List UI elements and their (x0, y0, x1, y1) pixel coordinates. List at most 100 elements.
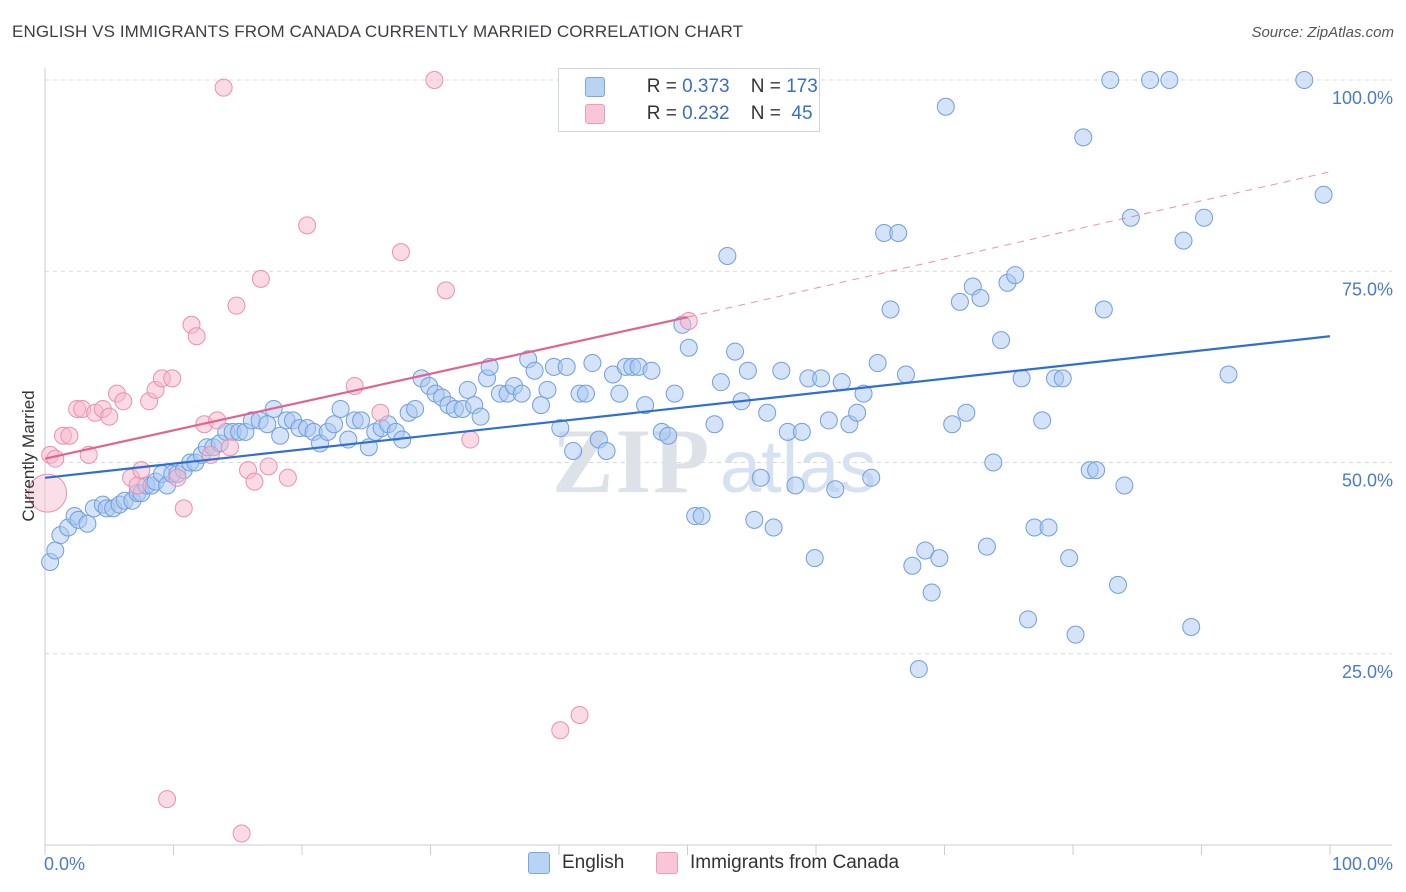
canada-legend-label: Immigrants from Canada (690, 852, 900, 873)
x-tick-label-max: 100.0% (1332, 854, 1393, 874)
canada-trend-extension (687, 171, 1331, 318)
english-point (458, 380, 477, 399)
canada-point (679, 311, 698, 330)
english-point (854, 384, 873, 403)
canada-point (251, 269, 270, 288)
english-point (718, 246, 737, 265)
english-point (992, 331, 1011, 350)
english-point (331, 399, 350, 418)
canada-point (28, 473, 68, 513)
english-point (950, 292, 969, 311)
english-point (610, 384, 629, 403)
english-point (786, 476, 805, 495)
y-tick-labels: 25.0% 50.0% 75.0% 100.0% (1332, 88, 1393, 682)
canada-point (60, 426, 79, 445)
canada-point (551, 721, 570, 740)
english-point (1087, 461, 1106, 480)
english-r-value: 0.373 (682, 76, 730, 97)
english-point (1033, 411, 1052, 430)
english-point (805, 549, 824, 568)
english-point (1066, 625, 1085, 644)
english-point (726, 342, 745, 361)
english-point (642, 361, 661, 380)
english-point (1074, 128, 1093, 147)
english-point (916, 541, 935, 560)
canada-trend-line (44, 316, 688, 460)
canada-point (168, 468, 187, 487)
canada-point (425, 71, 444, 89)
english-legend-swatch (528, 852, 550, 874)
canada-point (461, 430, 480, 449)
english-point (659, 426, 678, 445)
english-point (751, 468, 770, 487)
english-point (764, 518, 783, 537)
canada-point (187, 327, 206, 346)
watermark-zip: ZIP (552, 410, 711, 512)
canada-point (114, 392, 133, 411)
english-point (772, 361, 791, 380)
canada-point (174, 499, 193, 518)
english-point (930, 549, 949, 568)
legend-item-canada[interactable]: Immigrants from Canada (656, 852, 899, 874)
english-point (971, 289, 990, 308)
english-points (41, 71, 1333, 679)
legend-series: English Immigrants from Canada (0, 852, 1406, 878)
canada-point (214, 78, 233, 97)
canada-points (28, 71, 698, 843)
english-point (557, 357, 576, 376)
english-point (525, 361, 544, 380)
canada-point (232, 824, 251, 843)
english-point (1219, 365, 1238, 384)
english-point (538, 380, 557, 399)
english-point (705, 415, 724, 434)
english-swatch (585, 77, 605, 97)
english-point (1012, 369, 1031, 388)
english-point (957, 403, 976, 422)
source-label: Source: ZipAtlas.com (1251, 24, 1394, 41)
english-point (1094, 300, 1113, 319)
legend-stats: R = 0.373 N = 173 R = 0.232 N = 45 (558, 68, 820, 132)
english-point (692, 507, 711, 526)
english-trend-line (44, 335, 1331, 479)
canada-point (391, 243, 410, 262)
canada-point (128, 476, 147, 495)
english-r-label: R = (646, 76, 683, 97)
y-tick-label: 75.0% (1342, 279, 1393, 299)
canada-legend-swatch (656, 852, 678, 874)
watermark: ZIP atlas (552, 410, 876, 512)
english-n-label: N = (750, 76, 787, 97)
canada-point (163, 369, 182, 388)
english-point (1121, 208, 1140, 227)
gridlines (45, 79, 1392, 655)
canada-point (245, 472, 264, 491)
english-point (745, 510, 764, 529)
canada-n-label: N = (750, 103, 787, 124)
y-tick-label: 50.0% (1342, 471, 1393, 491)
canada-point (221, 438, 240, 457)
canada-point (132, 461, 151, 480)
canada-point (570, 705, 589, 724)
english-point (271, 426, 290, 445)
english-point (46, 541, 65, 560)
english-point (943, 415, 962, 434)
english-point (1039, 518, 1058, 537)
english-legend-label: English (562, 852, 625, 873)
y-axis-label: Currently Married (19, 390, 38, 521)
english-point (665, 384, 684, 403)
english-point (258, 415, 277, 434)
english-point (583, 354, 602, 373)
canada-point (100, 407, 119, 426)
legend-item-english[interactable]: English (528, 852, 624, 874)
x-tick-label-min: 0.0% (44, 854, 85, 874)
english-point (738, 361, 757, 380)
canada-point (436, 281, 455, 300)
english-point (896, 365, 915, 384)
english-point (532, 396, 551, 415)
english-point (325, 415, 344, 434)
english-point (819, 411, 838, 430)
english-point (909, 660, 928, 679)
english-point (862, 468, 881, 487)
canada-point (298, 216, 317, 235)
english-point (1115, 476, 1134, 495)
canada-point (371, 403, 390, 422)
